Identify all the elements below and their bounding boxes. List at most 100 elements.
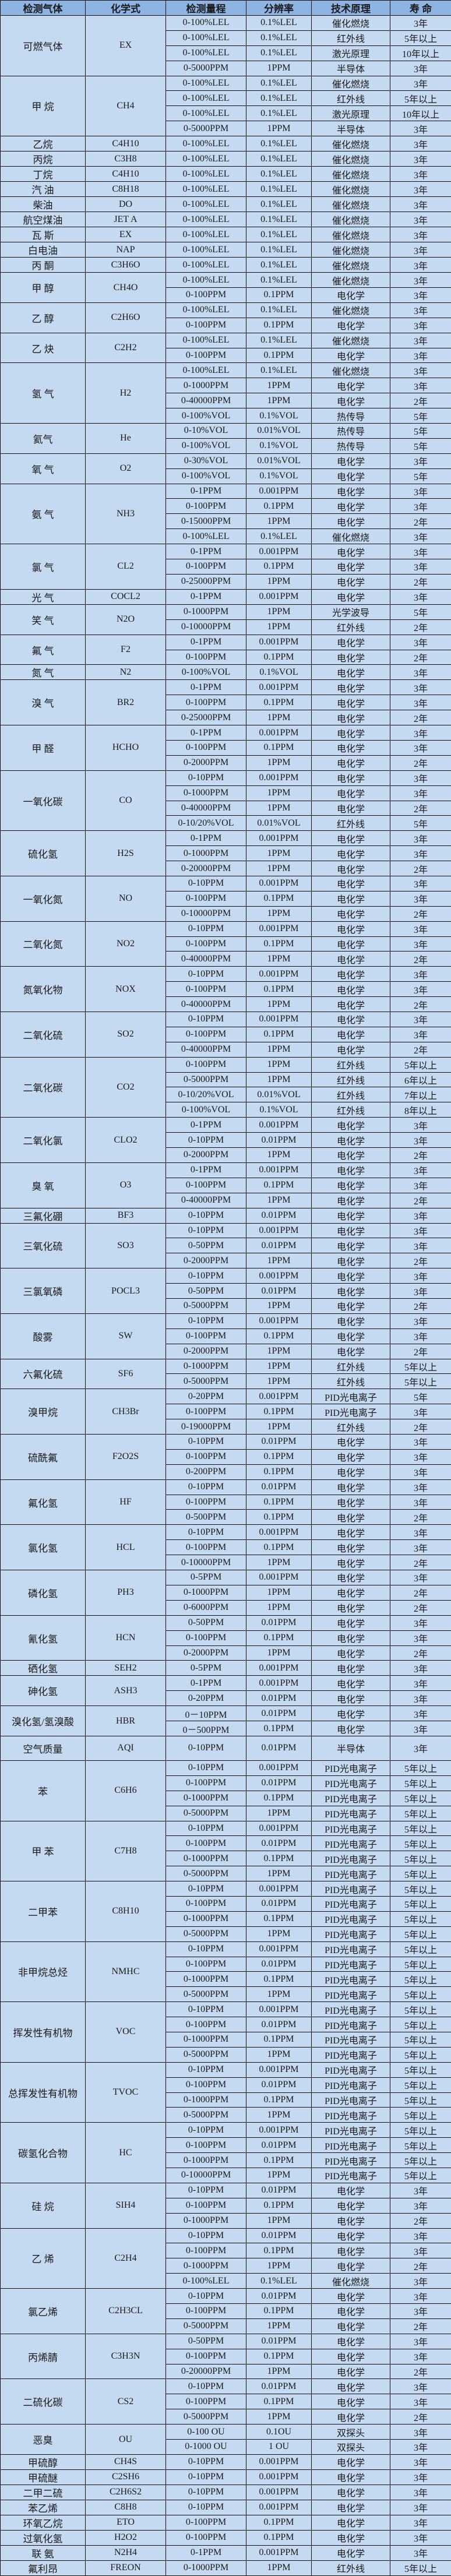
gas-name-cell: 乙烷 — [1, 136, 86, 151]
lifetime-cell: 5年以上 — [390, 2108, 451, 2123]
lifetime-cell: 3年 — [390, 1118, 451, 1133]
resolution-cell: 0.1%LEL — [246, 45, 312, 61]
lifetime-cell: 3年 — [390, 1313, 451, 1328]
resolution-cell: 0.1PPM — [246, 1510, 312, 1525]
range-cell: 0-100%LEL — [166, 30, 246, 45]
resolution-cell: 1PPM — [246, 846, 312, 861]
range-cell: 0-100%LEL — [166, 302, 246, 318]
resolution-cell: 0.001PPM — [246, 1760, 312, 1775]
range-cell: 0-1000PPM — [166, 1359, 246, 1374]
principle-cell: 电化学 — [312, 2454, 390, 2469]
lifetime-cell: 2年 — [390, 1193, 451, 1208]
lifetime-cell: 3年 — [390, 680, 451, 695]
resolution-cell: 0.001PPM — [246, 2545, 312, 2560]
resolution-cell: 1PPM — [246, 1148, 312, 1163]
resolution-cell: 0.1%LEL — [246, 242, 312, 258]
gas-name-cell: 甲 苯 — [1, 1821, 86, 1881]
principle-cell: 电化学 — [312, 1027, 390, 1042]
gas-name-cell: 二氧化碳 — [1, 1057, 86, 1118]
formula-cell: O2 — [86, 453, 166, 484]
lifetime-cell: 3年 — [390, 1178, 451, 1193]
range-cell: 0-40000PPM — [166, 1193, 246, 1208]
resolution-cell: 0.01PPM — [246, 1479, 312, 1495]
formula-cell: NO2 — [86, 921, 166, 967]
lifetime-cell: 5年 — [390, 1389, 451, 1404]
principle-cell: 电化学 — [312, 1253, 390, 1268]
principle-cell: PID光电离子 — [312, 1791, 390, 1806]
gas-name-cell: 乙 烯 — [1, 2228, 86, 2289]
lifetime-cell: 3年 — [390, 2198, 451, 2213]
range-cell: 0-1PPM — [166, 544, 246, 559]
principle-cell: PID光电离子 — [312, 1851, 390, 1866]
principle-cell: 红外线 — [312, 2560, 390, 2575]
range-cell: 0-10PPM — [166, 2062, 246, 2077]
resolution-cell: 0.1%LEL — [246, 258, 312, 273]
resolution-cell: 1PPM — [246, 755, 312, 770]
principle-cell: 电化学 — [312, 1238, 390, 1253]
range-cell: 0-100PPM — [166, 348, 246, 363]
resolution-cell: 1PPM — [246, 1299, 312, 1314]
range-cell: 0-50PPM — [166, 1615, 246, 1630]
range-cell: 0-10PPM — [166, 1736, 246, 1760]
lifetime-cell: 3年 — [390, 1238, 451, 1253]
principle-cell: 电化学 — [312, 1148, 390, 1163]
resolution-cell: 1PPM — [246, 1600, 312, 1615]
gas-name-cell: 氯 气 — [1, 544, 86, 590]
lifetime-cell: 3年 — [390, 151, 451, 167]
formula-cell: NAP — [86, 242, 166, 258]
resolution-cell: 0.1PPM — [246, 1851, 312, 1866]
resolution-cell: 0.1PPM — [246, 559, 312, 575]
lifetime-cell: 2年 — [390, 393, 451, 408]
principle-cell: 电化学 — [312, 559, 390, 575]
principle-cell: 电化学 — [312, 695, 390, 710]
gas-name-cell: 柴油 — [1, 197, 86, 212]
principle-cell: 电化学 — [312, 499, 390, 514]
range-cell: 0-100%LEL — [166, 258, 246, 273]
range-cell: 0-20000PPM — [166, 861, 246, 876]
principle-cell: PID光电离子 — [312, 1987, 390, 2002]
principle-cell: 红外线 — [312, 1374, 390, 1389]
range-cell: 0-40000PPM — [166, 393, 246, 408]
resolution-cell: 0.1PPM — [246, 650, 312, 665]
principle-cell: 红外线 — [312, 1087, 390, 1102]
resolution-cell: 0.001PPM — [246, 2454, 312, 2469]
formula-cell: C8H8 — [86, 2500, 166, 2515]
resolution-cell: 0.1OU — [246, 2425, 312, 2440]
gas-name-cell: 碳氢化合物 — [1, 2123, 86, 2183]
gas-name-cell: 乙 醇 — [1, 302, 86, 333]
gas-name-cell: 二甲苯 — [1, 1881, 86, 1942]
range-cell: 0-100PPM — [166, 1836, 246, 1851]
principle-cell: PID光电离子 — [312, 1775, 390, 1791]
formula-cell: He — [86, 424, 166, 454]
formula-cell: H2O2 — [86, 2530, 166, 2545]
gas-name-cell: 过氧化氢 — [1, 2530, 86, 2545]
principle-cell: 电化学 — [312, 2198, 390, 2213]
gas-name-cell: 白电油 — [1, 242, 86, 258]
range-cell: 0-1PPM — [166, 484, 246, 499]
principle-cell: 催化燃烧 — [312, 2274, 390, 2289]
range-cell: 0-10PPM — [166, 2228, 246, 2243]
range-cell: 0-100%LEL — [166, 212, 246, 227]
range-cell: 0-1PPM — [166, 1676, 246, 1691]
lifetime-cell: 3年 — [390, 302, 451, 318]
formula-cell: BF3 — [86, 1208, 166, 1223]
gas-name-cell: 氨 气 — [1, 484, 86, 544]
lifetime-cell: 5年以上 — [390, 1359, 451, 1374]
lifetime-cell: 3年 — [390, 846, 451, 861]
principle-cell: 电化学 — [312, 2364, 390, 2379]
resolution-cell: 1PPM — [246, 2213, 312, 2228]
formula-cell: SO2 — [86, 1012, 166, 1057]
principle-cell: 电化学 — [312, 1012, 390, 1027]
resolution-cell: 1PPM — [246, 861, 312, 876]
formula-cell: CH3Br — [86, 1389, 166, 1435]
principle-cell: 半导体 — [312, 61, 390, 76]
range-cell: 0-100%VOL — [166, 468, 246, 484]
gas-name-cell: 甲 醛 — [1, 725, 86, 771]
formula-cell: SIH4 — [86, 2183, 166, 2228]
